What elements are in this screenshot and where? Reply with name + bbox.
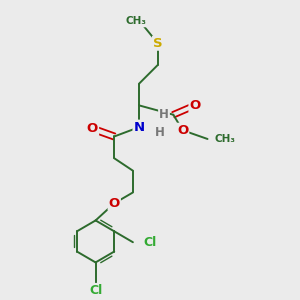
Text: Cl: Cl — [89, 284, 102, 297]
Text: O: O — [87, 122, 98, 135]
Text: Cl: Cl — [143, 236, 157, 249]
Text: H: H — [154, 126, 164, 139]
Text: N: N — [134, 121, 145, 134]
Text: O: O — [190, 99, 201, 112]
Text: CH₃: CH₃ — [125, 16, 146, 26]
Text: O: O — [177, 124, 188, 137]
Text: O: O — [109, 197, 120, 210]
Text: H: H — [159, 108, 169, 121]
Text: S: S — [153, 37, 163, 50]
Text: CH₃: CH₃ — [214, 134, 235, 144]
